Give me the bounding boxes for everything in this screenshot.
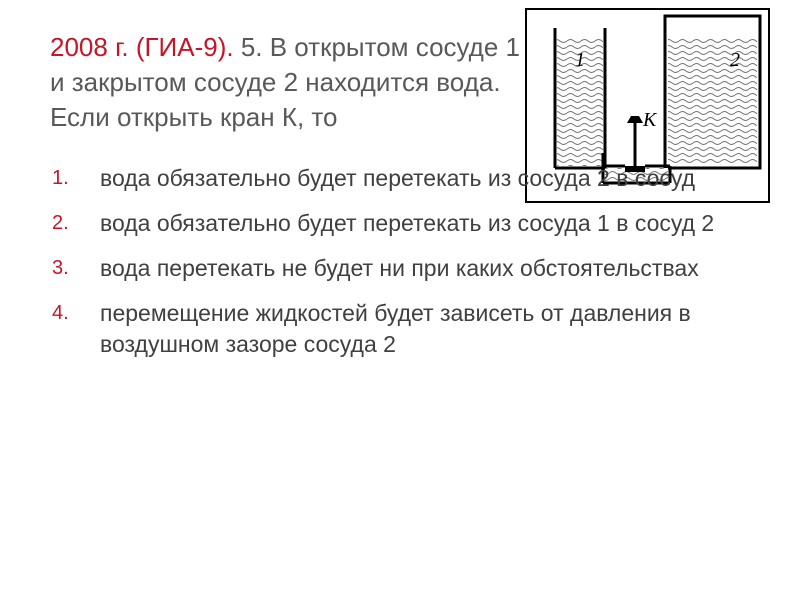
- slide: 2008 г. (ГИА-9). 5. В открытом сосуде 1 …: [0, 0, 800, 600]
- answer-option: вода перетекать не будет ни при каких об…: [90, 253, 750, 284]
- vessel-2-label: 2: [730, 49, 740, 71]
- vessel-1-label: 1: [575, 49, 585, 71]
- answer-option: вода обязательно будет перетекать из сос…: [90, 163, 750, 194]
- answer-option: перемещение жидкостей будет зависеть от …: [90, 298, 750, 360]
- source-label: 2008 г. (ГИА-9).: [50, 32, 234, 62]
- answer-list: вода обязательно будет перетекать из сос…: [50, 163, 750, 360]
- question-header: 2008 г. (ГИА-9). 5. В открытом сосуде 1 …: [50, 30, 520, 135]
- vessel-1: 1: [555, 28, 605, 168]
- valve-label: К: [642, 109, 658, 131]
- answer-option: вода обязательно будет перетекать из сос…: [90, 208, 750, 239]
- vessel-2: 2: [665, 16, 760, 168]
